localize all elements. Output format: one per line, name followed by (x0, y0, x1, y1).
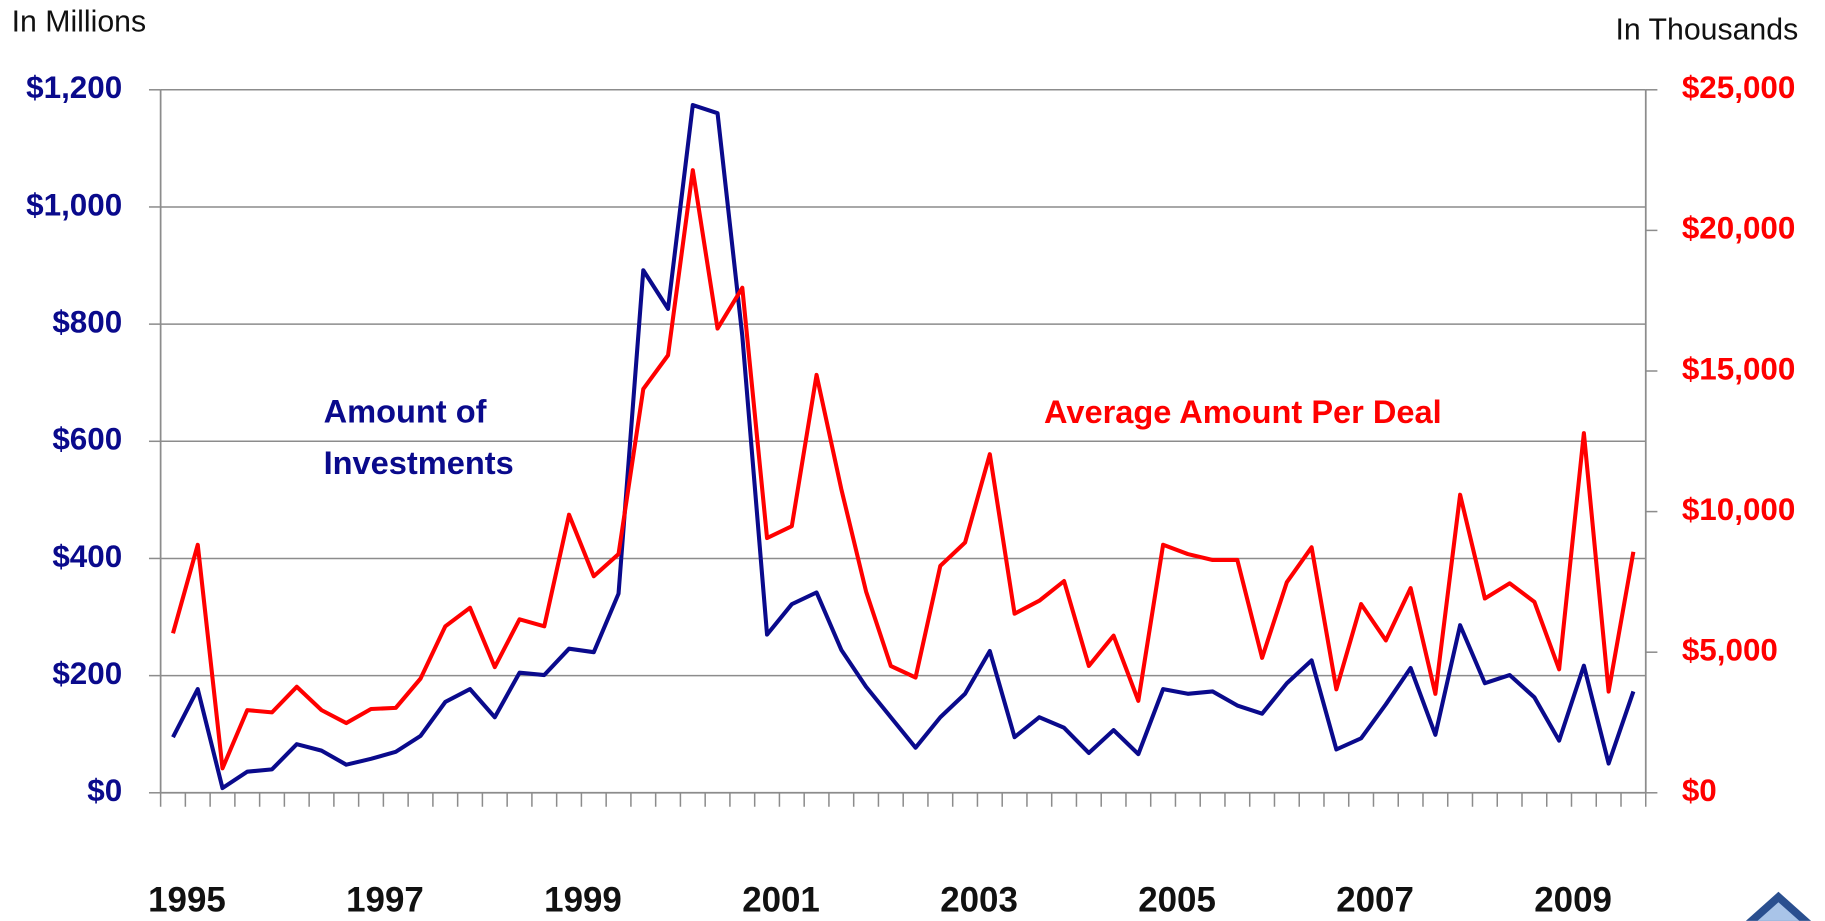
x-tick-label: 2005 (1138, 880, 1216, 919)
y-tick-label: $200 (52, 656, 122, 691)
series-line (171, 102, 1636, 791)
series-line (171, 168, 1636, 771)
y-tick-label: $800 (52, 304, 122, 339)
y-tick-label: $400 (52, 539, 122, 574)
y2-tick-label: $5,000 (1682, 632, 1778, 667)
x-tick-label: 2001 (742, 880, 820, 919)
y2-tick-label: $0 (1682, 773, 1717, 808)
x-tick-label: 2009 (1534, 880, 1612, 919)
y2-tick-label: $25,000 (1682, 70, 1796, 105)
x-tick-label: 1995 (148, 880, 226, 919)
right-axis-unit: In Thousands (1615, 14, 1798, 47)
series-label: Amount of Investments (323, 393, 514, 481)
y2-tick-label: $20,000 (1682, 211, 1796, 246)
y2-tick-label: $15,000 (1682, 351, 1796, 386)
x-tick-label: 2003 (940, 880, 1018, 919)
y-tick-label: $0 (87, 773, 122, 808)
x-tick-label: 2007 (1336, 880, 1414, 919)
x-tick-label: 1999 (544, 880, 622, 919)
y-tick-label: $1,200 (26, 70, 122, 105)
x-tick-label: 1997 (346, 880, 424, 919)
series-label: Average Amount Per Deal (1044, 394, 1442, 430)
left-axis-unit: In Millions (12, 5, 146, 38)
y2-tick-label: $10,000 (1682, 492, 1796, 527)
series-label-box: Amount of Investments (323, 393, 514, 481)
logo (1757, 902, 1800, 921)
y-tick-label: $1,000 (26, 187, 122, 222)
y-tick-label: $600 (52, 422, 122, 457)
